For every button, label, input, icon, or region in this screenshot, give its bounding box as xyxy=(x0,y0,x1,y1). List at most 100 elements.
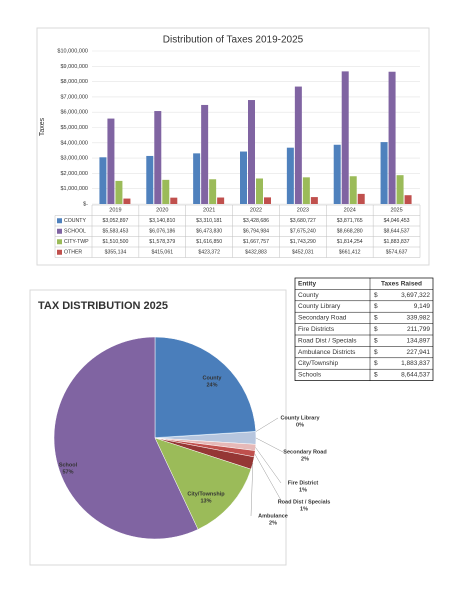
data-label: $3,428,686 xyxy=(243,218,269,224)
bar xyxy=(256,178,263,204)
table-cell: City/Township xyxy=(298,360,338,367)
table-cell: County xyxy=(298,292,319,299)
leader-line xyxy=(255,437,284,453)
bar xyxy=(380,142,388,204)
x-tick-label: 2020 xyxy=(156,208,168,214)
bar-chart-frame xyxy=(36,27,430,266)
table-cell: Schools xyxy=(298,372,322,379)
legend-label: CITY-TWP xyxy=(64,239,89,245)
data-label: $452,031 xyxy=(292,250,314,256)
bar xyxy=(357,193,365,204)
bar xyxy=(162,179,170,204)
pie-label: Ambulance xyxy=(258,513,288,519)
pie-title: TAX DISTRIBUTION 2025 xyxy=(38,300,168,312)
bar xyxy=(217,197,225,204)
data-label: $3,140,810 xyxy=(149,218,175,224)
bar xyxy=(294,86,302,204)
x-tick-label: 2021 xyxy=(203,208,215,214)
table-cell: 211,799 xyxy=(407,326,430,333)
table-cell: County Library xyxy=(298,303,341,310)
table-border xyxy=(294,277,434,381)
table-cell: 134,897 xyxy=(407,337,431,344)
y-tick-label: $8,000,000 xyxy=(60,79,88,85)
bar-chart: $- $1,000,000 $2,000,000 $3,000,000 $4,000,0… xyxy=(54,48,421,258)
leader-line xyxy=(255,417,279,432)
table-cell: 339,982 xyxy=(407,315,431,322)
data-label: $423,372 xyxy=(198,250,220,256)
data-label: $3,871,765 xyxy=(337,218,363,224)
legend-label: SCHOOL xyxy=(64,229,86,235)
y-tick-label: $- xyxy=(83,201,88,207)
bar xyxy=(396,175,404,204)
pie-label: Road Dist / Specials xyxy=(278,499,331,505)
data-label: $1,743,290 xyxy=(290,239,316,245)
bar xyxy=(341,71,349,205)
pie-label: City/Township xyxy=(187,491,225,497)
table-cell: Road Dist / Specials xyxy=(298,337,357,344)
bar xyxy=(99,157,107,204)
bar xyxy=(209,179,217,204)
data-label: $574,637 xyxy=(386,250,408,256)
table-cell: $ xyxy=(374,303,378,310)
data-label: $7,675,240 xyxy=(290,229,316,235)
data-label: $1,616,850 xyxy=(196,239,222,245)
y-tick-label: $7,000,000 xyxy=(60,94,88,100)
pie-value-label: 13% xyxy=(200,498,211,504)
y-axis-label: Taxes xyxy=(39,117,46,136)
pie-slice xyxy=(154,437,252,530)
table-cell: Secondary Road xyxy=(298,315,347,322)
pie-value-label: 1% xyxy=(300,506,308,512)
data-label: $3,052,897 xyxy=(102,218,128,224)
data-label: $8,668,280 xyxy=(337,229,363,235)
x-tick-label: 2023 xyxy=(297,208,309,214)
data-label: $415,061 xyxy=(151,250,173,256)
data-label: $1,814,254 xyxy=(337,239,363,245)
x-tick-label: 2024 xyxy=(344,208,356,214)
bar xyxy=(154,111,162,204)
pie-value-label: 57% xyxy=(62,469,73,475)
bar xyxy=(404,195,412,204)
table-cell: $ xyxy=(374,337,378,344)
data-label: $6,794,984 xyxy=(243,229,269,235)
table-cell: $ xyxy=(374,372,378,379)
data-label: $5,583,453 xyxy=(102,229,128,235)
data-label: $1,667,757 xyxy=(243,239,269,245)
pie-value-label: 0% xyxy=(296,422,304,428)
table-cell: 8,644,537 xyxy=(401,372,430,379)
x-tick-label: 2019 xyxy=(109,208,121,214)
x-tick-label: 2025 xyxy=(390,208,402,214)
x-tick-label: 2022 xyxy=(250,208,262,214)
y-tick-label: $9,000,000 xyxy=(60,64,88,70)
pie-value-label: 1% xyxy=(299,487,307,493)
data-label: $1,510,500 xyxy=(102,239,128,245)
leader-line xyxy=(254,453,283,503)
data-label: $661,412 xyxy=(339,250,361,256)
leader-line xyxy=(255,447,282,484)
bar xyxy=(310,197,318,204)
table-cell: Ambulance Districts xyxy=(298,349,356,356)
pie-slice xyxy=(154,336,257,439)
y-tick-label: $2,000,000 xyxy=(60,171,88,177)
table-cell: $ xyxy=(374,315,378,322)
pie-label: Fire District xyxy=(288,480,319,486)
data-label: $6,076,186 xyxy=(149,229,175,235)
pie-label: County xyxy=(203,375,223,381)
data-label: $3,680,727 xyxy=(290,218,316,224)
bar xyxy=(349,176,357,204)
bar xyxy=(286,147,294,204)
pie-label: County Library xyxy=(280,415,320,421)
y-tick-label: $5,000,000 xyxy=(60,125,88,131)
y-tick-label: $3,000,000 xyxy=(60,156,88,162)
pie-value-label: 2% xyxy=(301,456,309,462)
bar xyxy=(264,197,271,204)
table-header: Entity xyxy=(298,280,316,287)
leader-line xyxy=(250,463,254,517)
data-label: $8,644,537 xyxy=(384,229,410,235)
data-label: $1,578,379 xyxy=(149,239,175,245)
pie-value-label: 24% xyxy=(206,382,217,388)
table-cell: 227,941 xyxy=(407,349,431,356)
bar xyxy=(170,197,178,204)
bar xyxy=(388,71,396,204)
